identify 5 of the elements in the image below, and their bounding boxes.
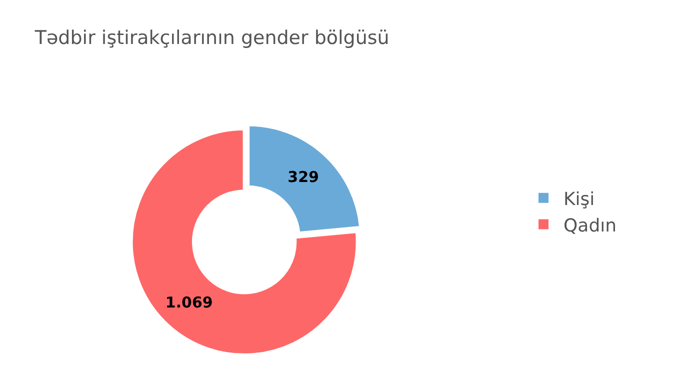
legend-label: Qadın xyxy=(564,215,617,236)
data-label: 1.069 xyxy=(165,293,213,312)
legend-label: Kişi xyxy=(564,188,595,210)
data-label: 329 xyxy=(288,168,319,186)
chart-title: Tədbir iştirakçılarının gender bölgüsü xyxy=(34,27,390,50)
